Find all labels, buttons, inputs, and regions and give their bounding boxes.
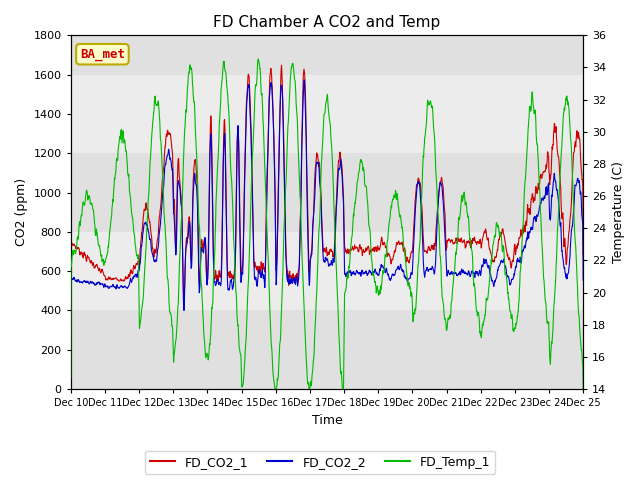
Bar [70,36,583,74]
Bar [70,153,583,232]
Y-axis label: CO2 (ppm): CO2 (ppm) [15,178,28,246]
X-axis label: Time: Time [312,414,342,427]
Legend: FD_CO2_1, FD_CO2_2, FD_Temp_1: FD_CO2_1, FD_CO2_2, FD_Temp_1 [145,451,495,474]
Y-axis label: Temperature (C): Temperature (C) [612,161,625,263]
Title: FD Chamber A CO2 and Temp: FD Chamber A CO2 and Temp [213,15,440,30]
Bar [70,232,583,311]
Bar [70,311,583,389]
Bar [70,74,583,153]
Text: BA_met: BA_met [80,48,125,60]
